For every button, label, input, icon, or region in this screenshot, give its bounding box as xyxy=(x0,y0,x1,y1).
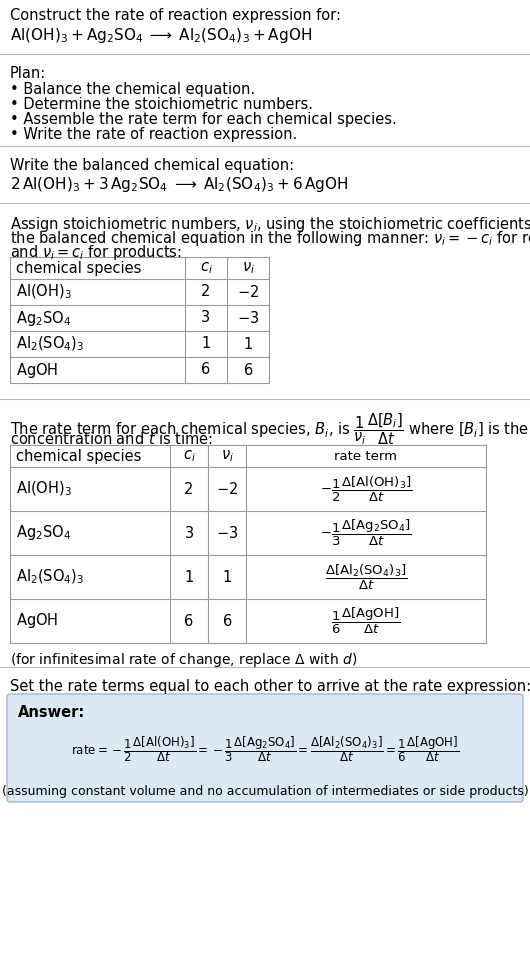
Text: $\mathrm{2\,Al(OH)_3 + 3\,Ag_2SO_4 \;\longrightarrow\; Al_2(SO_4)_3 + 6\,AgOH}$: $\mathrm{2\,Al(OH)_3 + 3\,Ag_2SO_4 \;\lo… xyxy=(10,175,349,194)
Text: chemical species: chemical species xyxy=(16,449,142,464)
Text: $-3$: $-3$ xyxy=(216,525,238,541)
Text: $1$: $1$ xyxy=(222,569,232,585)
Text: $-2$: $-2$ xyxy=(216,481,238,497)
Text: 3: 3 xyxy=(201,310,210,326)
Text: $\mathrm{Al_2(SO_4)_3}$: $\mathrm{Al_2(SO_4)_3}$ xyxy=(16,568,84,587)
Text: $\mathrm{Al(OH)_3}$: $\mathrm{Al(OH)_3}$ xyxy=(16,480,72,498)
Text: Plan:: Plan: xyxy=(10,66,46,81)
Text: • Determine the stoichiometric numbers.: • Determine the stoichiometric numbers. xyxy=(10,97,313,112)
Text: 6: 6 xyxy=(201,362,210,378)
Text: (for infinitesimal rate of change, replace $\Delta$ with $d$): (for infinitesimal rate of change, repla… xyxy=(10,651,357,669)
Text: $\mathrm{AgOH}$: $\mathrm{AgOH}$ xyxy=(16,360,58,380)
Text: chemical species: chemical species xyxy=(16,261,142,275)
Text: $\dfrac{\Delta[\mathrm{Al_2(SO_4)_3}]}{\Delta t}$: $\dfrac{\Delta[\mathrm{Al_2(SO_4)_3}]}{\… xyxy=(325,562,407,591)
Text: $\dfrac{1}{6}\dfrac{\Delta[\mathrm{AgOH}]}{\Delta t}$: $\dfrac{1}{6}\dfrac{\Delta[\mathrm{AgOH}… xyxy=(331,606,401,636)
Text: Construct the rate of reaction expression for:: Construct the rate of reaction expressio… xyxy=(10,8,341,23)
Text: $\mathrm{Al_2(SO_4)_3}$: $\mathrm{Al_2(SO_4)_3}$ xyxy=(16,335,84,353)
Text: Write the balanced chemical equation:: Write the balanced chemical equation: xyxy=(10,158,294,173)
Text: • Assemble the rate term for each chemical species.: • Assemble the rate term for each chemic… xyxy=(10,112,397,127)
Text: (assuming constant volume and no accumulation of intermediates or side products): (assuming constant volume and no accumul… xyxy=(2,785,528,798)
Bar xyxy=(10,445,486,643)
Text: $-\dfrac{1}{2}\dfrac{\Delta[\mathrm{Al(OH)_3}]}{\Delta t}$: $-\dfrac{1}{2}\dfrac{\Delta[\mathrm{Al(O… xyxy=(320,474,412,504)
Text: $\nu_i$: $\nu_i$ xyxy=(220,448,234,464)
Text: • Write the rate of reaction expression.: • Write the rate of reaction expression. xyxy=(10,127,297,142)
Text: concentration and $t$ is time:: concentration and $t$ is time: xyxy=(10,431,213,447)
Text: $-2$: $-2$ xyxy=(237,284,259,300)
Bar xyxy=(10,257,269,383)
Text: 1: 1 xyxy=(184,570,193,585)
Text: 2: 2 xyxy=(201,284,211,300)
Text: Set the rate terms equal to each other to arrive at the rate expression:: Set the rate terms equal to each other t… xyxy=(10,679,530,694)
Text: $1$: $1$ xyxy=(243,336,253,352)
Text: 3: 3 xyxy=(184,525,193,541)
Text: 1: 1 xyxy=(201,337,210,351)
Text: 2: 2 xyxy=(184,481,193,497)
Text: $\mathrm{rate} = -\dfrac{1}{2}\dfrac{\Delta[\mathrm{Al(OH)_3}]}{\Delta t} = -\df: $\mathrm{rate} = -\dfrac{1}{2}\dfrac{\De… xyxy=(71,734,459,764)
Text: rate term: rate term xyxy=(334,450,398,463)
Text: $6$: $6$ xyxy=(222,613,232,629)
Text: • Balance the chemical equation.: • Balance the chemical equation. xyxy=(10,82,255,97)
Text: The rate term for each chemical species, $B_i$, is $\dfrac{1}{\nu_i}\dfrac{\Delt: The rate term for each chemical species,… xyxy=(10,411,530,447)
Text: Answer:: Answer: xyxy=(18,705,85,720)
Text: $-3$: $-3$ xyxy=(237,310,259,326)
Text: Assign stoichiometric numbers, $\nu_i$, using the stoichiometric coefficients, $: Assign stoichiometric numbers, $\nu_i$, … xyxy=(10,215,530,234)
FancyBboxPatch shape xyxy=(7,694,523,802)
Text: $\mathrm{Ag_2SO_4}$: $\mathrm{Ag_2SO_4}$ xyxy=(16,523,71,543)
Text: $c_i$: $c_i$ xyxy=(182,448,196,464)
Text: $\mathrm{Ag_2SO_4}$: $\mathrm{Ag_2SO_4}$ xyxy=(16,308,71,328)
Text: $\mathrm{Al(OH)_3}$: $\mathrm{Al(OH)_3}$ xyxy=(16,283,72,302)
Text: $\mathrm{AgOH}$: $\mathrm{AgOH}$ xyxy=(16,612,58,630)
Text: and $\nu_i = c_i$ for products:: and $\nu_i = c_i$ for products: xyxy=(10,243,182,262)
Text: 6: 6 xyxy=(184,614,193,629)
Text: $-\dfrac{1}{3}\dfrac{\Delta[\mathrm{Ag_2SO_4}]}{\Delta t}$: $-\dfrac{1}{3}\dfrac{\Delta[\mathrm{Ag_2… xyxy=(320,518,412,549)
Text: the balanced chemical equation in the following manner: $\nu_i = -c_i$ for react: the balanced chemical equation in the fo… xyxy=(10,229,530,248)
Text: $6$: $6$ xyxy=(243,362,253,378)
Text: $\mathrm{Al(OH)_3 + Ag_2SO_4 \;\longrightarrow\; Al_2(SO_4)_3 + AgOH}$: $\mathrm{Al(OH)_3 + Ag_2SO_4 \;\longrigh… xyxy=(10,26,312,45)
Text: $c_i$: $c_i$ xyxy=(200,261,213,276)
Text: $\nu_i$: $\nu_i$ xyxy=(242,261,254,276)
